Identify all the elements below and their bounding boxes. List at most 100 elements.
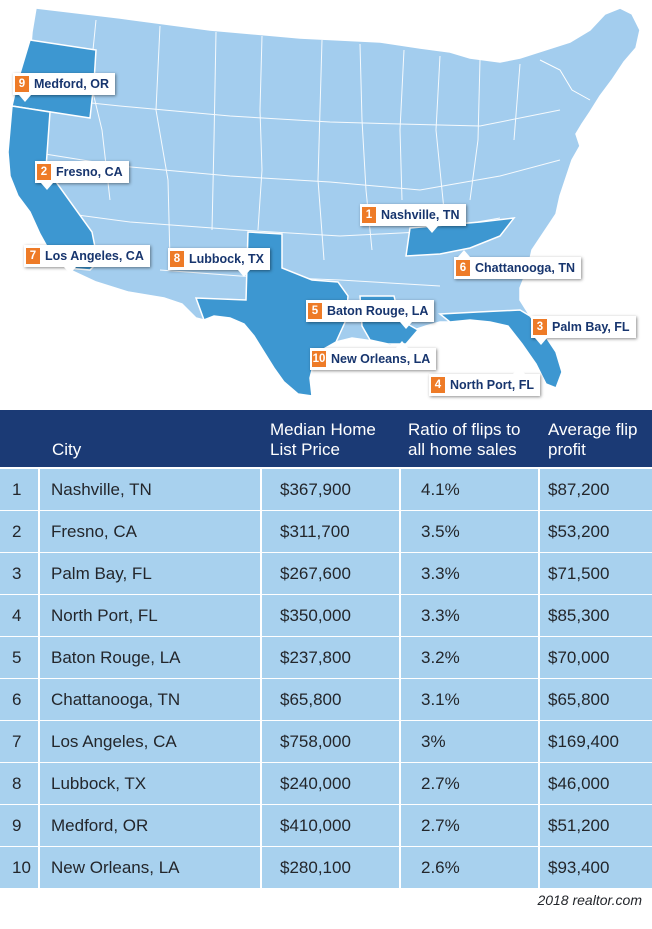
table-row: 9 Medford, OR $410,000 2.7% $51,200 [0, 805, 652, 847]
table-row: 4 North Port, FL $350,000 3.3% $85,300 [0, 595, 652, 637]
table-row: 1 Nashville, TN $367,900 4.1% $87,200 [0, 469, 652, 511]
cell-ratio: 2.7% [401, 763, 538, 804]
pin-label: Los Angeles, CA [45, 249, 144, 263]
cell-city: Medford, OR [40, 805, 260, 846]
cell-rank: 7 [0, 721, 38, 762]
pin-label: Lubbock, TX [189, 252, 264, 266]
cell-city: Nashville, TN [40, 469, 260, 510]
cell-profit: $46,000 [540, 763, 652, 804]
cell-rank: 8 [0, 763, 38, 804]
header-price: Median Home List Price [270, 420, 376, 459]
cell-price: $237,800 [262, 637, 399, 678]
header-profit: Average flip profit [548, 420, 638, 459]
pin-new-orleans[interactable]: 10 New Orleans, LA [310, 341, 437, 370]
cell-ratio: 4.1% [401, 469, 538, 510]
pin-number: 10 [312, 351, 326, 367]
cell-city: New Orleans, LA [40, 847, 260, 888]
pin-tail [396, 341, 408, 348]
cell-profit: $71,500 [540, 553, 652, 594]
pin-tail [535, 338, 547, 345]
pin-label: New Orleans, LA [331, 352, 431, 366]
cell-ratio: 3.2% [401, 637, 538, 678]
cell-price: $311,700 [262, 511, 399, 552]
table-row: 5 Baton Rouge, LA $237,800 3.2% $70,000 [0, 637, 652, 679]
cell-ratio: 3% [401, 721, 538, 762]
cell-rank: 10 [0, 847, 38, 888]
cell-ratio: 3.5% [401, 511, 538, 552]
cell-rank: 3 [0, 553, 38, 594]
cell-price: $410,000 [262, 805, 399, 846]
pin-lubbock[interactable]: 8 Lubbock, TX [168, 248, 270, 277]
us-territory-shape-detail [539, 59, 591, 101]
pin-number: 6 [456, 260, 470, 276]
pin-label: Baton Rouge, LA [327, 304, 429, 318]
pin-label: Fresno, CA [56, 165, 123, 179]
cell-city: Los Angeles, CA [40, 721, 260, 762]
cell-price: $267,600 [262, 553, 399, 594]
pin-number: 4 [431, 377, 445, 393]
cell-profit: $53,200 [540, 511, 652, 552]
pin-baton-rouge[interactable]: 5 Baton Rouge, LA [306, 300, 435, 329]
cell-rank: 4 [0, 595, 38, 636]
pin-chattanooga[interactable]: 6 Chattanooga, TN [454, 250, 581, 279]
header-city: City [52, 440, 82, 459]
source-credit: 2018 realtor.com [537, 892, 642, 908]
pin-label: Medford, OR [34, 77, 109, 91]
cell-ratio: 2.7% [401, 805, 538, 846]
cell-rank: 6 [0, 679, 38, 720]
cell-profit: $65,800 [540, 679, 652, 720]
pin-number: 9 [15, 76, 29, 92]
pin-fresno[interactable]: 2 Fresno, CA [35, 161, 129, 190]
cell-city: Chattanooga, TN [40, 679, 260, 720]
pin-number: 8 [170, 251, 184, 267]
cell-profit: $70,000 [540, 637, 652, 678]
cell-rank: 1 [0, 469, 38, 510]
cell-rank: 9 [0, 805, 38, 846]
cell-profit: $169,400 [540, 721, 652, 762]
cell-ratio: 3.1% [401, 679, 538, 720]
cell-price: $65,800 [262, 679, 399, 720]
cell-price: $280,100 [262, 847, 399, 888]
cell-city: Fresno, CA [40, 511, 260, 552]
cell-rank: 5 [0, 637, 38, 678]
cell-ratio: 3.3% [401, 553, 538, 594]
table-header: City Median Home List Price Ratio of fli… [0, 410, 652, 467]
flip-cities-table: City Median Home List Price Ratio of fli… [0, 410, 652, 889]
pin-tail [400, 322, 412, 329]
cell-city: Lubbock, TX [40, 763, 260, 804]
cell-profit: $51,200 [540, 805, 652, 846]
cell-ratio: 3.3% [401, 595, 538, 636]
pin-number: 3 [533, 319, 547, 335]
pin-los-angeles[interactable]: 7 Los Angeles, CA [24, 245, 150, 274]
pin-tail [426, 226, 438, 233]
pin-label: Nashville, TN [381, 208, 460, 222]
table-row: 6 Chattanooga, TN $65,800 3.1% $65,800 [0, 679, 652, 721]
cell-ratio: 2.6% [401, 847, 538, 888]
pin-north-port[interactable]: 4 North Port, FL [429, 367, 541, 396]
pin-label: Chattanooga, TN [475, 261, 575, 275]
pin-label: Palm Bay, FL [552, 320, 630, 334]
pin-tail [41, 183, 53, 190]
pin-tail [19, 95, 31, 102]
table-row: 3 Palm Bay, FL $267,600 3.3% $71,500 [0, 553, 652, 595]
cell-price: $367,900 [262, 469, 399, 510]
pin-tail [513, 367, 525, 374]
cell-city: North Port, FL [40, 595, 260, 636]
cell-price: $758,000 [262, 721, 399, 762]
pin-nashville[interactable]: 1 Nashville, TN [360, 204, 466, 233]
cell-profit: $93,400 [540, 847, 652, 888]
table-row: 2 Fresno, CA $311,700 3.5% $53,200 [0, 511, 652, 553]
cell-price: $240,000 [262, 763, 399, 804]
cell-city: Palm Bay, FL [40, 553, 260, 594]
pin-number: 7 [26, 248, 40, 264]
pin-tail [64, 267, 76, 274]
header-ratio: Ratio of flips to all home sales [408, 420, 521, 459]
pin-palm-bay[interactable]: 3 Palm Bay, FL [531, 316, 636, 345]
us-map: 9 Medford, OR 2 Fresno, CA 1 Nashville, … [0, 0, 652, 410]
pin-number: 5 [308, 303, 322, 319]
pin-tail [238, 270, 250, 277]
pin-medford[interactable]: 9 Medford, OR [13, 73, 115, 102]
table-row: 7 Los Angeles, CA $758,000 3% $169,400 [0, 721, 652, 763]
cell-profit: $85,300 [540, 595, 652, 636]
table-row: 10 New Orleans, LA $280,100 2.6% $93,400 [0, 847, 652, 889]
